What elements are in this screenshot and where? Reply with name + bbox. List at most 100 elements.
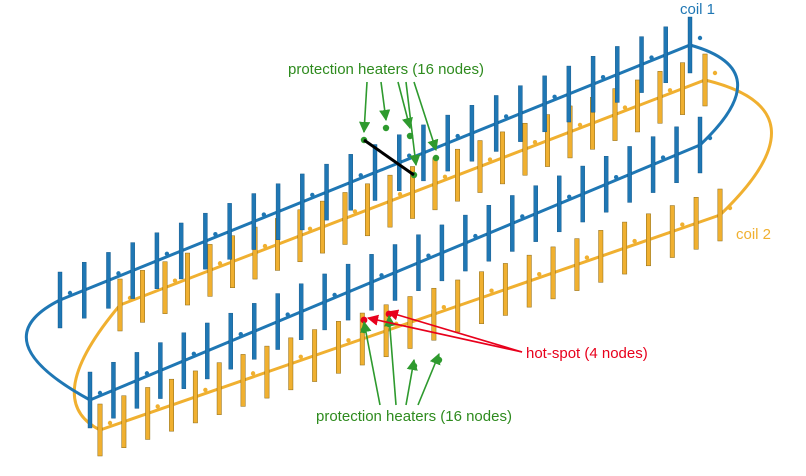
coil-1-conductor-tick <box>372 144 378 201</box>
coil-2-flow-marker <box>487 157 493 162</box>
coil-1-layer <box>24 16 740 429</box>
coil-1-conductor-tick <box>178 222 184 280</box>
coil-1-conductor-tick <box>557 175 562 233</box>
heater-link-line <box>363 138 415 177</box>
coil-2-conductor-tick <box>230 235 235 288</box>
coil-1-conductor-tick <box>106 252 111 309</box>
coil-2-conductor-tick <box>240 354 246 407</box>
coil-1-conductor-tick <box>627 146 632 203</box>
coil-1-flow-marker <box>660 155 666 160</box>
coil-2-conductor-tick <box>264 345 270 399</box>
coil-1-flow-marker <box>426 253 431 258</box>
coil-1-conductor-tick <box>533 185 538 242</box>
coil-2-conductor-tick <box>383 304 389 358</box>
coil-2-conductor-tick <box>162 261 168 314</box>
coil-2-flow-marker <box>680 222 685 227</box>
coil-1-flow-marker <box>649 55 654 60</box>
coil-2-conductor-tick <box>297 209 303 263</box>
coil-2-conductor-tick <box>410 166 415 219</box>
coil-2-conductor-tick <box>312 329 318 382</box>
coil-2-conductor-tick <box>432 157 438 211</box>
coil-2-conductor-tick <box>502 263 508 316</box>
coil-1-conductor-tick <box>416 234 421 291</box>
coil-1-conductor-tick <box>463 214 468 272</box>
coil-1-conductor-tick <box>486 205 492 262</box>
coil-2-flow-marker <box>632 238 637 244</box>
coil-1-flow-marker <box>407 153 412 158</box>
coil-2-conductor-tick <box>97 403 103 457</box>
coil-1-conductor-tick <box>369 254 374 311</box>
coil-1-conductor-tick <box>181 332 187 389</box>
coil-1-flow-marker <box>67 290 73 296</box>
coil-1-conductor-tick <box>82 261 87 319</box>
coil-2-conductor-tick <box>121 395 127 448</box>
coil-1-flow-marker <box>358 173 363 178</box>
coil-2-conductor-tick <box>407 296 413 349</box>
coil-2-conductor-tick <box>693 197 699 250</box>
hotspot-arrows <box>366 309 523 353</box>
coil-2-flow-marker <box>667 88 673 93</box>
top-heaters-label: protection heaters (16 nodes) <box>288 61 484 78</box>
coil-2-conductor-tick <box>669 205 675 258</box>
coil-1-conductor-tick <box>324 163 329 221</box>
coil-2-conductor-tick <box>169 378 174 432</box>
coil-2-flow-marker <box>441 305 447 310</box>
coil-2-conductor-tick <box>477 140 483 193</box>
coil-1-conductor-tick <box>421 124 426 182</box>
coil-2-conductor-tick <box>635 79 640 133</box>
coil-1-conductor-tick <box>348 154 353 211</box>
coil-2-conductor-tick <box>479 271 484 324</box>
coil-1-conductor-tick <box>674 126 679 184</box>
coil-2-conductor-tick <box>455 279 461 333</box>
coil-1-conductor-tick <box>158 342 163 399</box>
coil-1-conductor-tick <box>590 56 596 113</box>
coil-1-flow-marker <box>310 192 315 198</box>
coil-1-conductor-tick <box>205 322 210 380</box>
coil-1-flow-marker <box>600 75 606 80</box>
coil-2-flow-marker <box>346 338 351 343</box>
coil-2-flow-marker <box>584 255 590 260</box>
coil-2-flow-marker <box>307 226 313 231</box>
coil-1-conductor-tick <box>300 173 305 231</box>
coil-1-flow-marker <box>567 194 572 200</box>
coil-2-flow-marker <box>727 205 733 211</box>
coil-2-flow-marker <box>537 271 542 277</box>
coil-1-flow-marker <box>455 133 460 139</box>
coil-2-flow-marker <box>397 191 403 197</box>
coil-1-conductor-tick <box>275 293 280 350</box>
coil-1-conductor-tick <box>615 46 620 103</box>
heater-node <box>382 124 390 132</box>
coil-2-flow-marker <box>203 387 208 393</box>
coil-2-flow-marker <box>442 174 448 180</box>
coil-2-conductor-tick <box>140 270 145 323</box>
coil-1-flow-marker <box>238 331 243 337</box>
coil-1-conductor-tick <box>87 371 93 429</box>
coil-2-conductor-tick <box>522 122 528 176</box>
coil-1-flow-marker <box>97 390 103 396</box>
heater-node <box>432 154 440 162</box>
coil-1-conductor-tick <box>603 156 609 213</box>
coil-1-conductor-tick <box>493 95 499 152</box>
coil-1-conductor-tick <box>345 263 351 321</box>
coil-1-conductor-tick <box>639 36 644 93</box>
coil-1-flow-marker <box>503 114 509 119</box>
top-heater-arrows <box>359 81 439 167</box>
coil-1-conductor-tick <box>580 165 585 223</box>
coil-2-conductor-tick <box>431 287 437 341</box>
coil-2-conductor-tick <box>612 88 618 141</box>
coil-2-conductor-tick <box>455 148 460 202</box>
coil-2-conductor-tick <box>598 230 604 283</box>
coil-1-flow-marker <box>473 233 478 239</box>
coil-2-label: coil 2 <box>736 226 771 243</box>
coil-1-conductor-tick <box>445 114 450 172</box>
coil-1-flow-marker <box>116 271 121 276</box>
coil-2-flow-marker <box>172 278 178 283</box>
coil-1-flow-marker <box>707 135 713 141</box>
coil-1-conductor-tick <box>469 105 475 162</box>
coil-2-conductor-tick <box>117 278 123 332</box>
coil-1-conductor-tick <box>510 195 515 252</box>
coil-1-flow-marker <box>332 292 337 298</box>
coil-2-conductor-tick <box>288 337 294 391</box>
coil-1-flow-marker <box>164 251 170 256</box>
